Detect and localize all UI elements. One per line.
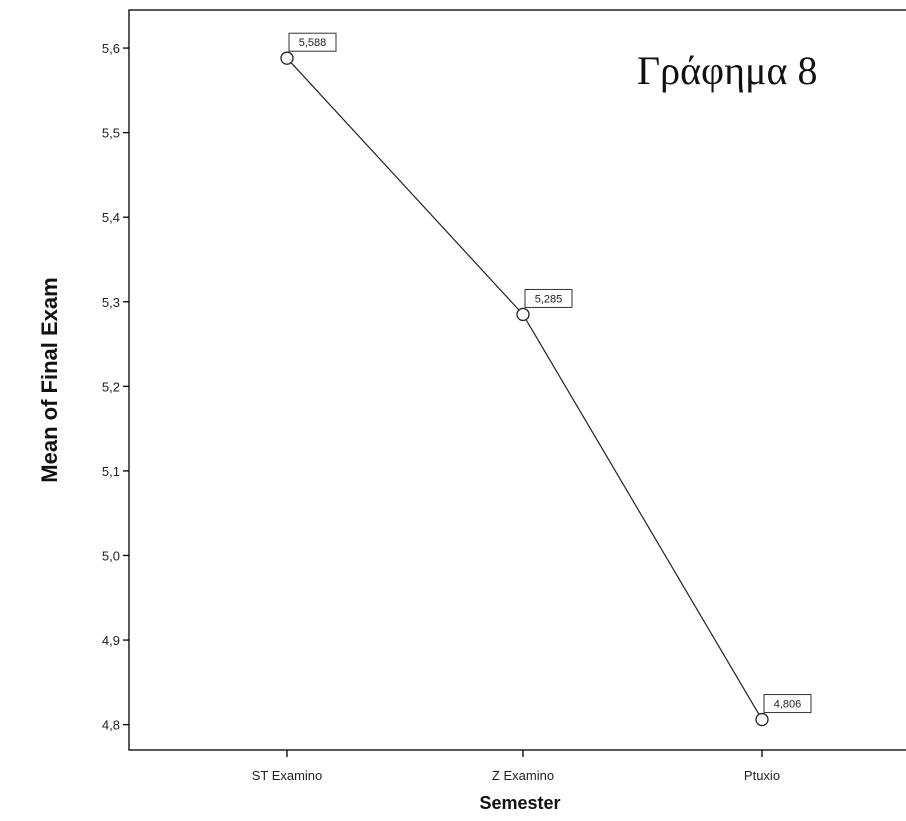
data-label-box: [763, 694, 812, 714]
data-labels-group: 5,588 5,285 4,806: [288, 32, 812, 714]
y-tick-label: 5,3: [102, 295, 120, 310]
x-tick-label: ST Examino: [252, 768, 323, 783]
y-tick-label: 4,9: [102, 633, 120, 648]
series-group: [280, 51, 769, 727]
data-label: 5,285: [535, 293, 563, 305]
data-label: 4,806: [774, 699, 802, 711]
y-tick-label: 4,8: [102, 718, 120, 733]
chart-axes: [128, 9, 906, 751]
y-tick-label: 5,6: [102, 41, 120, 56]
plot-frame: [128, 9, 906, 751]
data-point: [516, 307, 530, 322]
data-label-box: [524, 288, 573, 308]
y-axis-title: Mean of Final Exam: [37, 277, 62, 482]
y-tick-label: 5,2: [102, 379, 120, 394]
y-axis-ticks: 4,8 4,9 5,0 5,1 5,2 5,3 5,4 5,5 5,6: [102, 41, 129, 733]
x-axis-ticks: ST Examino Z Examino Ptuxio: [252, 750, 780, 783]
x-tick-label: Ptuxio: [744, 768, 780, 783]
data-label-box: [288, 32, 337, 52]
chart-title: Γράφημα 8: [637, 48, 817, 93]
data-point: [280, 51, 294, 65]
data-point: [755, 712, 769, 727]
x-axis-title: Semester: [479, 793, 560, 813]
y-tick-label: 5,4: [102, 210, 120, 225]
y-tick-label: 5,1: [102, 464, 120, 479]
data-label: 5,588: [299, 37, 327, 49]
y-tick-label: 5,5: [102, 126, 120, 141]
series-line: [286, 57, 763, 720]
x-tick-label: Z Examino: [492, 768, 554, 783]
y-tick-label: 5,0: [102, 548, 120, 563]
